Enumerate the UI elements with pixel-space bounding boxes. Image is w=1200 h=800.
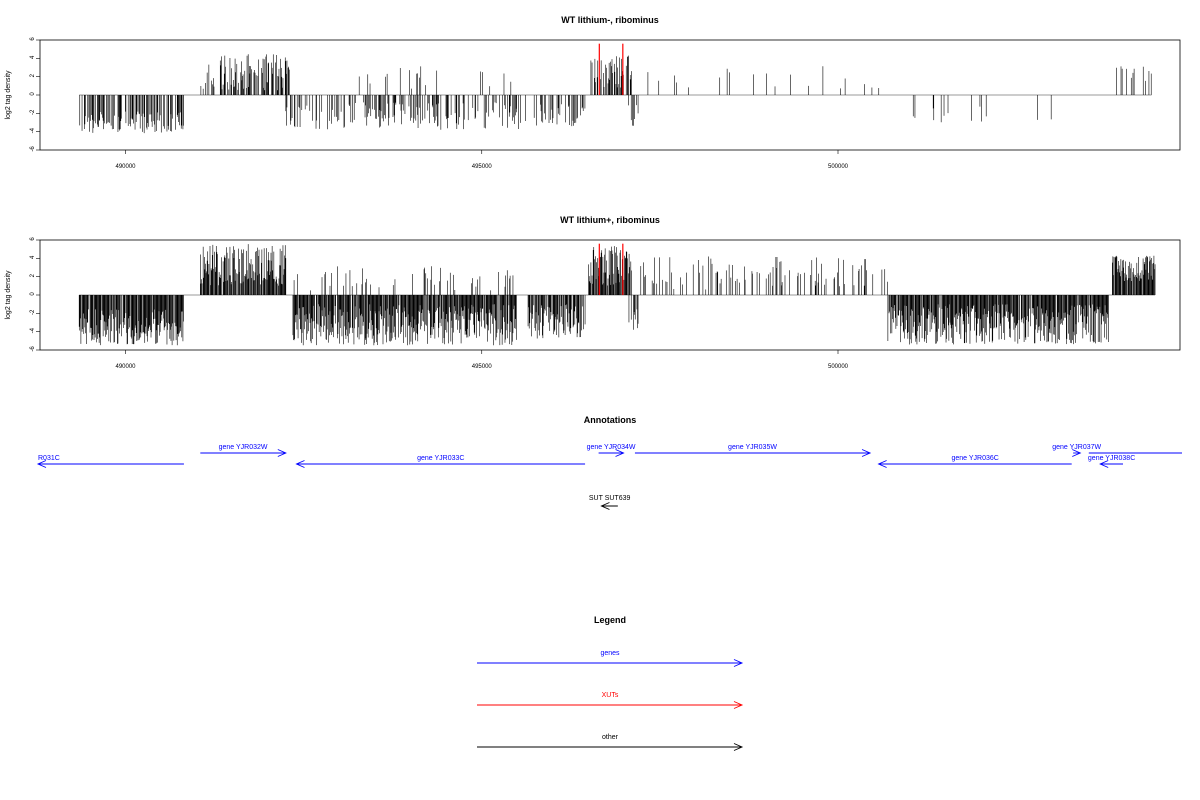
legend-label-genes: genes bbox=[600, 650, 620, 657]
y-tick-label: -6 bbox=[30, 146, 36, 152]
feature-label: gene YJR037W bbox=[1052, 444, 1101, 451]
x-tick-label: 500000 bbox=[828, 164, 849, 170]
legend-label-other: other bbox=[602, 734, 619, 741]
y-tick-label: -2 bbox=[30, 309, 36, 315]
strand-arrow-left bbox=[36, 460, 47, 468]
legend-title: Legend bbox=[594, 615, 626, 625]
strand-arrow-right bbox=[861, 449, 872, 457]
y-tick-label: 0 bbox=[30, 292, 36, 296]
y-tick-label: -4 bbox=[30, 127, 36, 133]
y-tick-label: -6 bbox=[30, 346, 36, 352]
legend-arrow bbox=[733, 701, 744, 709]
y-tick-label: 6 bbox=[30, 237, 36, 241]
feature-label: gene YJR033C bbox=[417, 455, 464, 462]
y-axis-label: log2 tag density bbox=[5, 70, 12, 120]
feature-label: gene YJR032W bbox=[219, 444, 268, 451]
strand-arrow-left bbox=[877, 460, 887, 468]
strand-arrow-left bbox=[1099, 460, 1109, 468]
strand-arrow-left bbox=[295, 460, 305, 468]
track-panel-lithium-minus: WT lithium-, ribominus 6 4 2 0 -2 -4 -6 log2 tag… bbox=[5, 15, 1181, 170]
strand-arrow-right bbox=[615, 449, 625, 457]
chart-title: WT lithium+, ribominus bbox=[560, 215, 660, 225]
feature-label: gene YJR036C bbox=[951, 455, 998, 462]
x-tick-label: 500000 bbox=[828, 364, 849, 370]
feature-label: R031C bbox=[38, 455, 60, 462]
feature-label: gene YJR034W bbox=[587, 444, 636, 451]
y-tick-label: -2 bbox=[30, 109, 36, 115]
strand-arrow-right bbox=[277, 449, 287, 457]
y-tick-label: 2 bbox=[30, 273, 36, 277]
x-tick-label: 495000 bbox=[472, 164, 493, 170]
feature-label: gene YJR035W bbox=[728, 444, 777, 451]
chart-title: WT lithium-, ribominus bbox=[561, 15, 659, 25]
annotations-panel: Annotations R031C gene YJR032W gene YJR033C… bbox=[36, 415, 1182, 510]
y-tick-label: 4 bbox=[30, 255, 36, 259]
x-tick-label: 495000 bbox=[472, 364, 493, 370]
y-tick-label: 0 bbox=[30, 92, 36, 96]
x-tick-label: 490000 bbox=[115, 164, 136, 170]
legend-arrow bbox=[733, 743, 744, 751]
y-tick-label: 2 bbox=[30, 73, 36, 77]
track-panel-lithium-plus: WT lithium+, ribominus 6 4 2 0 -2 -4 -6 log2 tag… bbox=[5, 215, 1181, 370]
legend-panel: Legend genes XUTs other bbox=[477, 615, 744, 751]
x-tick-label: 490000 bbox=[115, 364, 136, 370]
y-tick-label: 4 bbox=[30, 55, 36, 59]
legend-label-xuts: XUTs bbox=[602, 692, 619, 699]
y-tick-label: -4 bbox=[30, 327, 36, 333]
feature-label: gene YJR038C bbox=[1088, 455, 1135, 462]
y-tick-label: 6 bbox=[30, 37, 36, 41]
strand-arrow-right bbox=[1072, 449, 1082, 457]
y-axis-label: log2 tag density bbox=[5, 270, 12, 320]
legend-arrow bbox=[733, 659, 744, 667]
feature-label: SUT SUT639 bbox=[589, 495, 631, 502]
strand-arrow-left bbox=[600, 502, 610, 510]
annotations-title: Annotations bbox=[584, 415, 637, 425]
